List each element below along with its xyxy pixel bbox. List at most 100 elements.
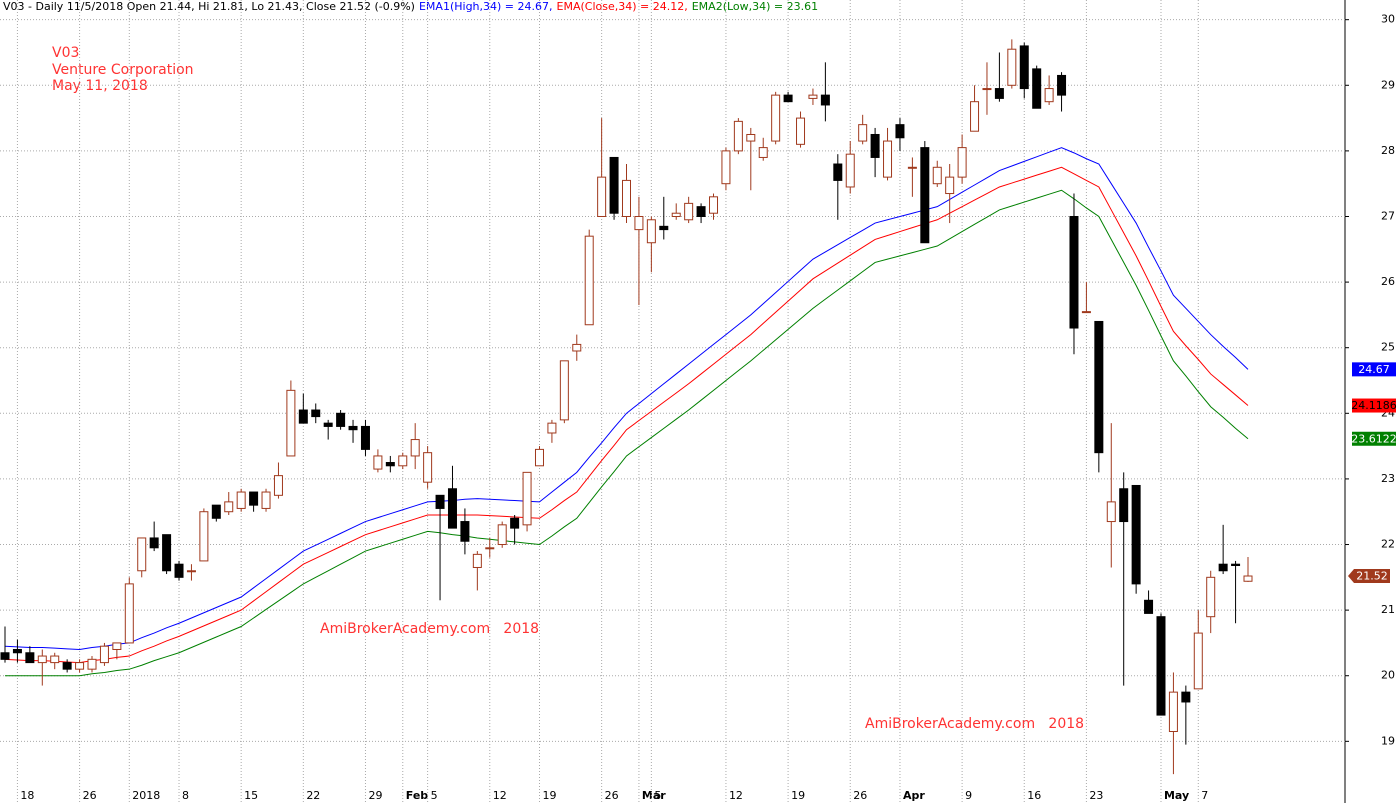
candle (646, 216, 656, 273)
x-tick-label: 19 (542, 789, 556, 802)
candle-body (709, 196, 719, 214)
candle-body (447, 488, 457, 529)
candle-body (659, 225, 669, 231)
x-tick-label: 29 (368, 789, 382, 802)
candle (1069, 193, 1079, 355)
candle-body (783, 94, 793, 103)
candle (833, 154, 843, 220)
candle-body (174, 563, 184, 578)
candle (25, 646, 35, 664)
candle (883, 127, 893, 181)
candle (796, 111, 806, 148)
candle (895, 118, 905, 151)
candle-body (510, 517, 520, 529)
candle (311, 403, 321, 424)
x-tick-label: 26 (83, 789, 97, 802)
x-tick-label: 16 (1027, 789, 1041, 802)
ema-line (5, 189, 1249, 677)
y-tick-label: 23 (1381, 472, 1395, 485)
candle-body (398, 455, 408, 467)
candle (224, 492, 234, 515)
candle (124, 577, 134, 644)
x-tick-label: May (1164, 789, 1189, 802)
candle (323, 419, 333, 440)
candle (920, 141, 930, 244)
candle (12, 639, 22, 663)
candle (1243, 556, 1253, 582)
last-value-box (1352, 398, 1396, 413)
header-main: V03 - Daily 11/5/2018 Open 21.44, Hi 21.… (3, 0, 415, 13)
candle-body (373, 455, 383, 470)
candle-body (472, 553, 482, 568)
candle (1193, 610, 1203, 690)
candle-body (25, 652, 35, 664)
candle (1081, 282, 1091, 314)
header: V03 - Daily 11/5/2018 Open 21.44, Hi 21.… (3, 0, 818, 13)
last-value-box (1352, 431, 1396, 446)
candle (199, 508, 209, 562)
y-tick-label: 19 (1381, 734, 1395, 747)
candle (758, 137, 768, 161)
last-value-box (1352, 362, 1396, 377)
candle-body (423, 452, 433, 483)
candle-body (833, 163, 843, 181)
candle (572, 334, 582, 361)
candle (721, 147, 731, 191)
candle-body (261, 491, 271, 509)
ema-line (4, 166, 1249, 664)
candle-body (298, 409, 308, 424)
x-tick-label: 5 (654, 789, 661, 802)
candle-body (646, 219, 656, 244)
candle (982, 62, 992, 115)
candle-body (162, 534, 172, 572)
candle-body (808, 94, 818, 99)
candle-body (336, 412, 346, 427)
candle (858, 114, 868, 145)
candle-body (1094, 320, 1104, 454)
candle-body (907, 166, 917, 169)
candle-body (497, 524, 507, 546)
candle-body (37, 655, 47, 664)
candle (1032, 65, 1042, 109)
candle (1231, 560, 1241, 624)
candle (460, 508, 470, 555)
candle-body (385, 462, 395, 467)
candle (696, 203, 706, 224)
x-tick-label: 15 (244, 789, 258, 802)
candle (771, 91, 781, 145)
candle (622, 164, 631, 224)
candle-body (360, 425, 370, 450)
candle-body (1057, 74, 1067, 96)
candle-body (75, 662, 85, 670)
candle-body (137, 537, 147, 572)
candle-body (1019, 45, 1029, 90)
candle (1218, 524, 1228, 575)
candle-body (982, 88, 992, 91)
candle-body (1007, 48, 1017, 86)
candle-body (1156, 616, 1166, 716)
x-tick-label: 23 (1089, 789, 1103, 802)
candle (485, 537, 495, 558)
candle (211, 504, 221, 522)
x-tick-label: 7 (1201, 789, 1208, 802)
candle (249, 491, 259, 512)
watermark: AmiBrokerAcademy.com 2018 (320, 621, 539, 637)
x-tick-label: 8 (182, 789, 189, 802)
last-value-label: 24.1186 (1351, 399, 1397, 412)
candle (820, 62, 830, 122)
y-tick-label: 27 (1381, 209, 1395, 222)
title-line: May 11, 2018 (52, 78, 148, 94)
candle-body (87, 658, 97, 670)
title-line: Venture Corporation (52, 62, 194, 78)
candle-body (920, 147, 930, 244)
candle (1131, 484, 1141, 594)
candle (336, 410, 346, 430)
candle (957, 134, 967, 184)
candle (360, 419, 370, 456)
candle-body (696, 206, 706, 217)
candle (423, 446, 433, 489)
y-tick-label: 25 (1381, 341, 1395, 354)
candle (348, 419, 358, 443)
candle (373, 449, 383, 473)
